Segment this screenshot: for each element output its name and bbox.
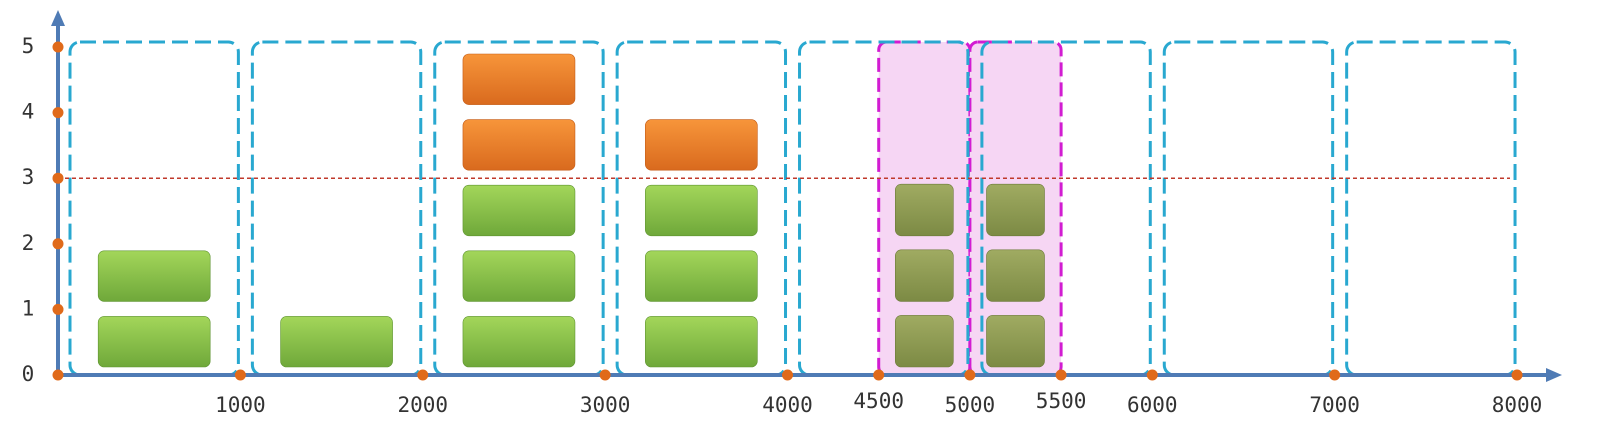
event-block: [895, 249, 954, 302]
y-tick-label: 3: [22, 165, 35, 189]
x-tick-dot: [1146, 369, 1158, 381]
x-tick-dot: [1329, 369, 1341, 381]
x-tick-label: 4000: [762, 393, 813, 417]
x-tick-label: 6000: [1127, 393, 1178, 417]
event-block: [986, 315, 1045, 368]
event-block: [462, 119, 576, 171]
y-tick-label: 0: [22, 362, 35, 386]
x-tick-dot: [1511, 369, 1523, 381]
x-tick-dot: [782, 369, 794, 381]
event-block: [462, 53, 576, 105]
y-tick-dot: [52, 369, 64, 381]
x-tick-dot: [1055, 369, 1067, 381]
y-tick-label: 1: [22, 296, 35, 320]
x-tick-dot: [599, 369, 611, 381]
x-tick-label: 5500: [1036, 389, 1087, 413]
y-tick-dot: [52, 172, 64, 184]
sub-window-layer: [877, 40, 1063, 377]
event-block: [645, 250, 758, 302]
event-block: [645, 184, 758, 237]
y-tick-dot: [52, 41, 64, 53]
event-block: [462, 184, 576, 237]
event-block: [895, 315, 954, 368]
axis-layer: 0 1 2 3 4 5 1000 2000 3000 4000 4500 5000 5500 6000 70…: [22, 10, 1562, 417]
x-tick-label: 5000: [945, 393, 996, 417]
x-tick-dot: [417, 369, 429, 381]
x-tick-label: 2000: [397, 393, 448, 417]
y-tick-label: 5: [22, 34, 35, 58]
x-tick-label: 3000: [580, 393, 631, 417]
y-tick-dot: [52, 107, 64, 119]
event-block: [986, 249, 1045, 302]
x-tick-dot: [234, 369, 246, 381]
window: [1162, 40, 1335, 377]
x-tick-label: 4500: [853, 389, 904, 413]
x-tick-dot: [964, 369, 976, 381]
x-arrow: [1546, 368, 1562, 382]
event-block: [462, 250, 576, 302]
event-block: [986, 183, 1045, 237]
event-block: [97, 316, 211, 368]
event-block: [645, 119, 758, 171]
event-block: [895, 183, 954, 237]
window: [1345, 40, 1517, 377]
y-arrow: [51, 10, 65, 26]
event-block: [97, 250, 211, 302]
x-tick-label: 7000: [1309, 393, 1360, 417]
event-block: [280, 316, 393, 368]
y-tick-dot: [52, 238, 64, 250]
x-tick-dot: [873, 369, 885, 381]
y-tick-label: 4: [22, 100, 35, 124]
y-tick-dot: [52, 303, 64, 315]
x-tick-label: 8000: [1492, 393, 1543, 417]
y-tick-label: 2: [22, 231, 35, 255]
event-block: [645, 316, 758, 368]
x-tick-label: 1000: [215, 393, 266, 417]
event-block: [462, 316, 576, 368]
window-layer: [58, 40, 1517, 377]
